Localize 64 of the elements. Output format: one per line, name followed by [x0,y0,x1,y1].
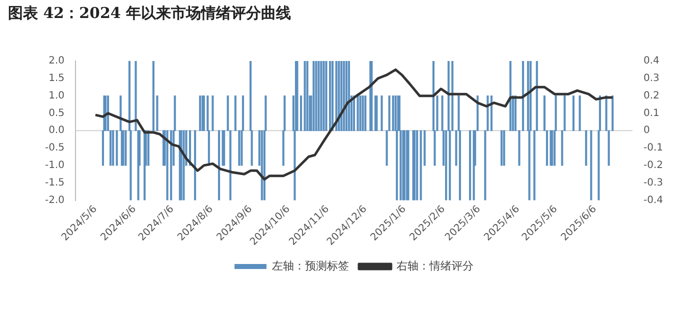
bar [348,61,350,131]
bar [500,130,503,166]
bar [392,95,394,131]
bar [312,61,315,131]
y2-tick-label: -0.1 [643,142,664,154]
bar [152,61,154,131]
bar [322,61,325,131]
y2-tick-label: -0.4 [643,194,664,206]
bar [356,95,359,131]
bar [342,61,345,131]
bar [320,61,322,131]
y-tick-label: -1.0 [44,160,65,172]
bar [218,130,220,200]
bar [166,130,168,200]
bar [332,61,334,131]
y-tick-label: 1.0 [48,90,65,102]
bar [325,61,328,131]
chart-title: 图表 42：2024 年以来市场情绪评分曲线 [8,4,292,23]
bar [306,61,308,131]
bar [147,130,150,166]
bar [490,95,493,131]
bar [124,130,127,166]
bar [359,95,362,131]
bar [572,95,575,131]
bar [335,61,338,131]
y2-tick-label: 0.3 [643,73,660,84]
bar [362,95,364,131]
bar [199,95,202,131]
bar [318,61,320,131]
bar [503,130,506,166]
y2-tick-label: 0.4 [643,56,660,67]
bar [416,130,418,200]
y2-tick-label: -0.2 [643,160,664,172]
y2-tick-label: -0.3 [643,177,664,188]
y-tick-label: 1.5 [48,73,65,84]
y2-tick-label: 0 [643,125,650,136]
bar [182,130,185,200]
bar [469,130,472,200]
bar [194,130,196,200]
bar [112,130,114,166]
bar [329,61,332,131]
bar [590,130,592,200]
bar [304,61,306,131]
bar [509,61,512,131]
legend-label: 左轴：预测标签 [272,259,349,272]
bar [170,130,172,200]
y-tick-label: -0.5 [44,142,65,154]
bar [578,95,581,131]
y-tick-label: -2.0 [44,194,65,206]
bar [340,61,342,131]
y2-tick-label: 0.1 [643,108,660,119]
bar [380,95,383,131]
bar [420,130,422,200]
bar [338,61,340,131]
bar [585,130,588,166]
legend-label: 右轴：情绪评分 [396,259,474,272]
y-tick-label: 0.0 [48,125,65,136]
y-tick-label: -1.5 [44,177,65,188]
y2-tick-label: 0.2 [643,90,660,102]
bar [364,95,366,131]
y-tick-label: 0.5 [48,108,65,119]
bar [345,61,348,131]
y-tick-label: 2.0 [48,56,65,67]
bar [315,61,318,131]
